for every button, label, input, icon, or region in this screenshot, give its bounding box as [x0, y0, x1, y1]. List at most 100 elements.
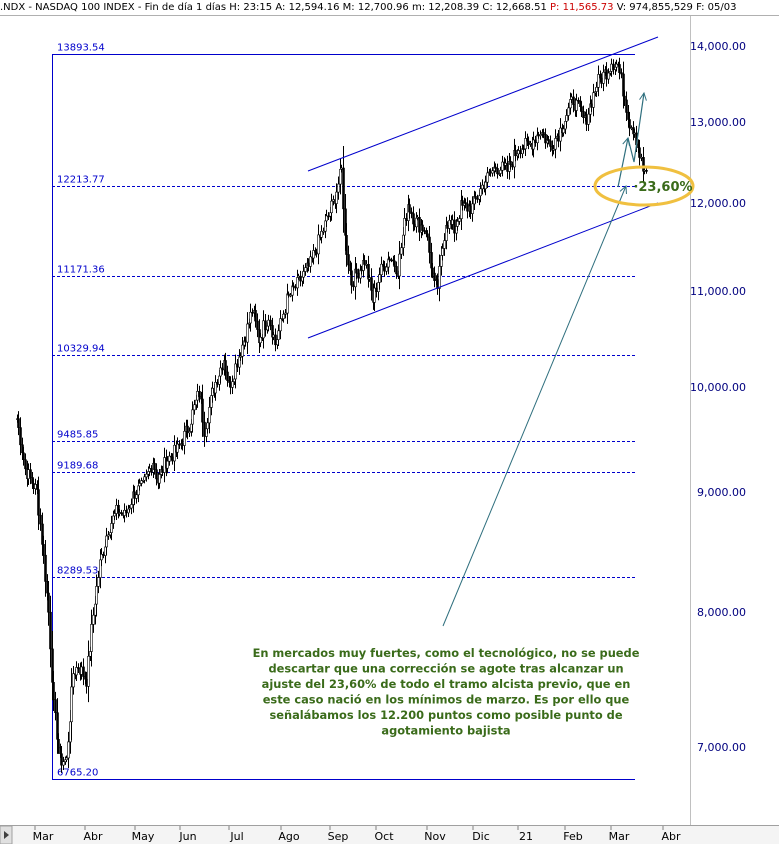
candle-body: [441, 248, 444, 256]
candle-body: [486, 172, 489, 183]
fib-level-label: 9485.85: [57, 430, 98, 441]
candle-body: [115, 504, 118, 514]
candle-body: [282, 313, 285, 319]
candle-body: [90, 624, 93, 652]
candle-body: [284, 312, 287, 315]
candle-body: [29, 469, 32, 478]
candle-body: [148, 468, 151, 472]
candle-body: [559, 127, 562, 142]
candle-body: [443, 240, 446, 249]
candle-body: [342, 167, 345, 210]
note-text-line: descartar que una corrección se agote tr…: [268, 662, 623, 676]
candle-body: [509, 160, 512, 165]
candle-body: [224, 360, 227, 373]
candle-body: [161, 469, 164, 473]
candle-body: [320, 231, 323, 238]
candle-body: [514, 150, 517, 157]
f-value: 05/03: [707, 2, 737, 13]
candle-body: [254, 310, 257, 322]
y-tick-label: 10,000.00: [690, 381, 746, 394]
candle-body: [203, 421, 206, 437]
candle-body: [150, 468, 153, 473]
candle-body: [236, 363, 239, 368]
candle-body: [595, 87, 598, 92]
candle-body: [70, 686, 73, 723]
chart-header: .NDX - NASDAQ 100 INDEX - Fin de día 1 d…: [0, 0, 779, 15]
h-value: 23:15: [243, 2, 273, 13]
candle-body: [188, 431, 191, 434]
x-tick-label: Dic: [472, 830, 490, 843]
candle-body: [474, 196, 477, 199]
candle-body: [107, 534, 110, 537]
candle-body: [373, 287, 376, 303]
candle-body: [259, 336, 262, 344]
fib-level-label: 13893.54: [57, 43, 105, 54]
p-value: 11,565.73: [562, 2, 614, 13]
candle-body: [153, 462, 156, 471]
long-arrow-head: [619, 184, 627, 195]
candle-body: [330, 200, 333, 214]
x-tick-label: Sep: [328, 830, 349, 843]
a-value: 12,594.16: [288, 2, 340, 13]
candle-body: [408, 204, 411, 213]
candle-body: [484, 181, 487, 190]
candle-body: [289, 294, 292, 297]
candle-body: [345, 235, 348, 255]
candle-body: [347, 254, 350, 266]
candle-body: [615, 63, 618, 68]
candle-body: [75, 667, 78, 676]
y-tick-label: 7,000.00: [697, 741, 746, 754]
p-label: P:: [550, 2, 560, 13]
candle-body: [42, 544, 45, 556]
candle-body: [355, 268, 358, 274]
candle-body: [80, 666, 83, 675]
candle-body: [22, 452, 25, 461]
candle-body: [393, 260, 396, 267]
candle-body: [501, 161, 504, 171]
candle-body: [234, 363, 237, 380]
candle-body: [37, 489, 40, 516]
fib-level-label: 8289.53: [57, 566, 98, 577]
y-tick-label: 12,000.00: [690, 197, 746, 210]
note-text-line: este caso nació en los mínimos de marzo.…: [263, 693, 630, 707]
candle-body: [52, 682, 55, 700]
candle-body: [128, 507, 131, 510]
channel-upper-line: [307, 36, 659, 172]
candle-body: [239, 355, 242, 358]
candle-body: [612, 63, 615, 70]
candle-body: [65, 757, 68, 761]
candle-body: [211, 387, 214, 396]
x-tick-label: Ago: [278, 830, 300, 843]
candle-body: [191, 409, 194, 425]
candle-body: [226, 371, 229, 381]
candle-body: [527, 140, 530, 145]
candle-body: [229, 382, 232, 388]
candle-body: [206, 422, 209, 430]
candle-body: [464, 202, 467, 205]
candle-body: [580, 106, 583, 112]
candle-body: [277, 330, 280, 340]
highlight-ellipse: [593, 165, 695, 207]
x-tick-label: Abr: [83, 830, 103, 843]
scroll-left-icon: [4, 831, 9, 839]
candle-body: [216, 381, 219, 385]
x-tick-label: Jul: [229, 830, 243, 843]
candle-body: [135, 494, 138, 499]
candle-body: [201, 398, 204, 423]
candle-body: [577, 99, 580, 102]
candle-body: [645, 170, 648, 172]
candle-body: [292, 285, 295, 288]
candle-body: [575, 99, 578, 111]
candle-body: [370, 277, 373, 291]
candle-body: [554, 138, 557, 150]
candle-body: [118, 512, 121, 514]
note-text-line: señalábamos los 12.200 puntos como posib…: [269, 708, 622, 722]
candle-body: [410, 211, 413, 214]
candle-body: [582, 111, 585, 118]
candle-body: [244, 340, 247, 343]
candle-body: [143, 476, 146, 481]
candle-body: [221, 367, 224, 371]
candle-body: [471, 203, 474, 214]
m-label: M:: [342, 2, 355, 13]
x-tick-label: Nov: [424, 830, 446, 843]
